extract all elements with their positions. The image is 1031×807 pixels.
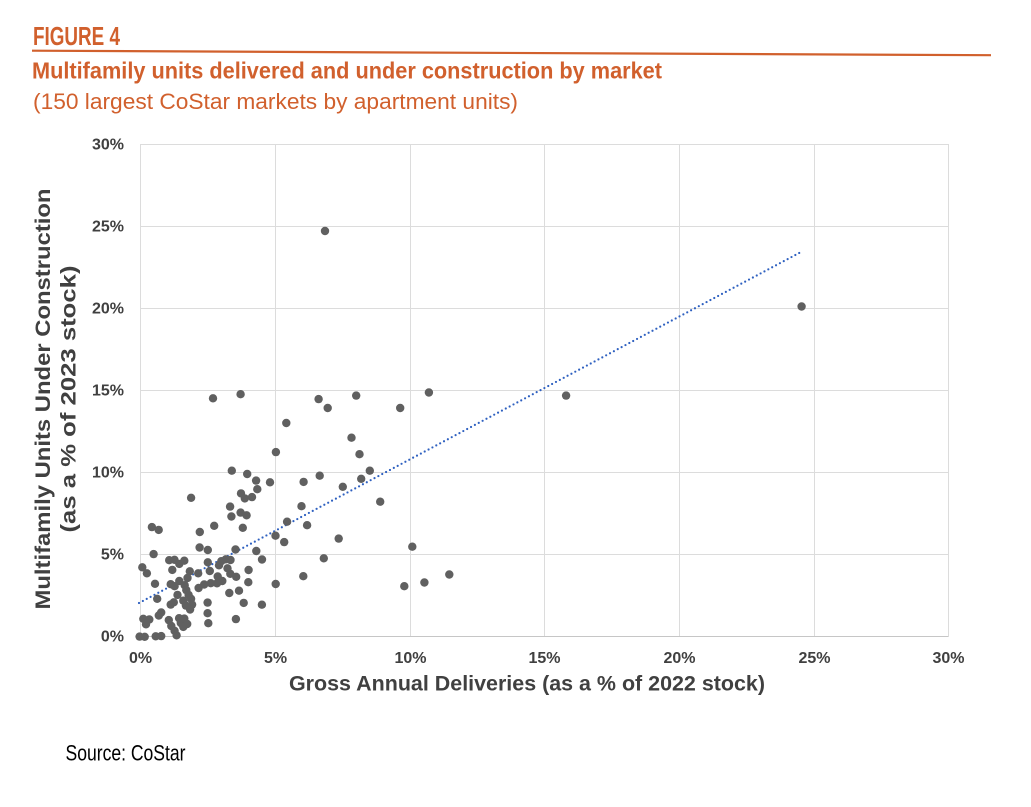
svg-text:5%: 5%: [101, 547, 124, 564]
svg-text:5%: 5%: [264, 650, 287, 667]
svg-text:FIGURE 4: FIGURE 4: [33, 23, 121, 51]
svg-text:15%: 15%: [92, 383, 124, 400]
svg-text:Multifamily Units Under Constr: Multifamily Units Under Construction: [32, 189, 55, 610]
svg-text:Source: CoStar: Source: CoStar: [66, 741, 186, 766]
svg-text:Multifamily units delivered an: Multifamily units delivered and under co…: [32, 58, 662, 84]
svg-text:25%: 25%: [798, 650, 830, 667]
svg-text:Gross Annual Deliveries (as a: Gross Annual Deliveries (as a % of 2022 …: [289, 673, 765, 696]
svg-text:(as a % of 2023 stock): (as a % of 2023 stock): [58, 266, 81, 533]
svg-text:25%: 25%: [92, 219, 124, 236]
svg-text:30%: 30%: [92, 137, 124, 154]
svg-text:20%: 20%: [92, 301, 124, 318]
svg-text:0%: 0%: [129, 650, 152, 667]
svg-text:0%: 0%: [101, 629, 124, 646]
svg-text:(150 largest CoStar markets by: (150 largest CoStar markets by apartment…: [33, 89, 518, 114]
svg-text:10%: 10%: [394, 650, 426, 667]
svg-text:20%: 20%: [663, 650, 695, 667]
svg-text:10%: 10%: [92, 465, 124, 482]
svg-text:30%: 30%: [932, 650, 964, 667]
svg-text:15%: 15%: [528, 650, 560, 667]
